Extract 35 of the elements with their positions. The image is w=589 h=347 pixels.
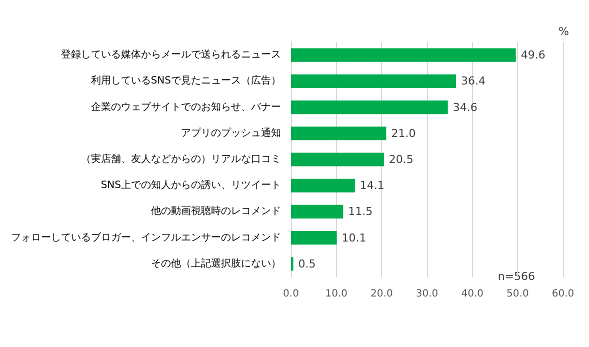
data-label: 20.5 bbox=[388, 153, 414, 166]
x-tick-label: 10.0 bbox=[325, 288, 348, 300]
bar bbox=[291, 48, 516, 62]
bar bbox=[291, 204, 344, 219]
bar bbox=[291, 74, 456, 88]
x-tick-label: 60.0 bbox=[552, 288, 574, 300]
x-tick-label: 0.0 bbox=[283, 288, 299, 300]
x-axis-title: % bbox=[558, 25, 569, 38]
x-tick-label: 40.0 bbox=[461, 288, 484, 300]
bar bbox=[291, 178, 355, 192]
data-label: 0.5 bbox=[298, 257, 316, 270]
x-tick-label: 20.0 bbox=[370, 288, 393, 300]
bar bbox=[291, 231, 337, 245]
y-tick-label: SNS上での知人からの誘い、リツイート bbox=[100, 179, 281, 192]
bar bbox=[291, 126, 386, 140]
data-label: 49.6 bbox=[520, 48, 546, 62]
y-tick-label: 利用しているSNSで見たニュース（広告） bbox=[90, 74, 281, 87]
x-tick-label: 30.0 bbox=[416, 288, 438, 300]
x-tick-label: 50.0 bbox=[506, 288, 529, 300]
data-label: 11.5 bbox=[348, 205, 373, 218]
y-tick-label: 他の動画視聴時のレコメンド bbox=[151, 205, 281, 218]
bar bbox=[291, 152, 384, 166]
y-tick-label: その他（上記選択肢にない） bbox=[151, 257, 281, 270]
data-label: 14.1 bbox=[360, 179, 384, 192]
data-label: 34.6 bbox=[452, 100, 478, 114]
y-tick-label: 登録している媒体からメールで送られるニュース bbox=[61, 48, 281, 61]
data-label: 10.1 bbox=[342, 231, 366, 244]
bar bbox=[291, 100, 448, 114]
y-tick-label: （実店舗、友人などからの）リアルな口コミ bbox=[81, 153, 281, 165]
annotation: n=566 bbox=[498, 270, 536, 283]
y-tick-label: 企業のウェブサイトでのお知らせ、バナー bbox=[91, 100, 281, 113]
y-tick-label: アプリのプッシュ通知 bbox=[181, 126, 281, 139]
data-label: 21.0 bbox=[391, 126, 416, 140]
y-tick-label: フォローしているブロガー、インフルエンサーのレコメンド bbox=[11, 231, 281, 244]
data-label: 36.4 bbox=[461, 74, 486, 88]
